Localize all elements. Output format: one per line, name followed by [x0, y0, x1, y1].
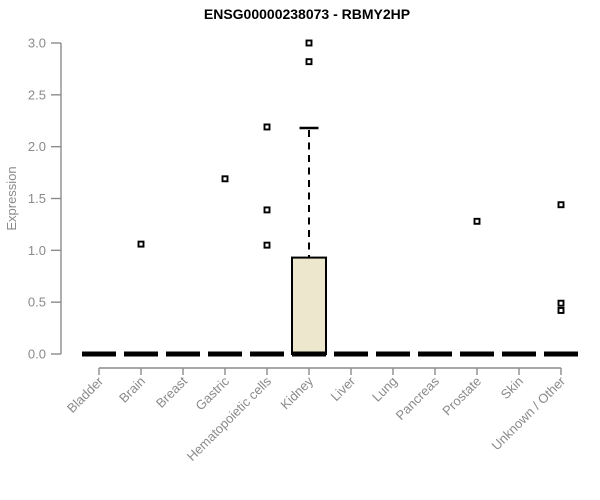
y-axis-tick-label: 0.5 — [28, 295, 46, 310]
outlier-point — [557, 201, 565, 209]
outlier-point — [305, 39, 313, 47]
median-line — [418, 351, 452, 357]
median-line — [460, 351, 494, 357]
outlier-point — [221, 175, 229, 183]
outlier-point — [263, 241, 271, 249]
outlier-point — [263, 206, 271, 214]
y-axis-tick-label: 3.0 — [28, 36, 46, 51]
x-axis-category-label: Prostate — [439, 374, 484, 419]
x-axis-category-label: Brain — [116, 374, 148, 406]
median-line — [124, 351, 158, 357]
x-axis-category-label: Skin — [498, 374, 526, 402]
median-line — [250, 351, 284, 357]
median-line — [502, 351, 536, 357]
outlier-point — [137, 240, 145, 248]
outlier-point — [557, 307, 565, 314]
x-axis-category-label: Gastric — [192, 373, 232, 413]
y-axis-tick-label: 1.5 — [28, 191, 46, 206]
x-axis-category-label: Lung — [369, 374, 400, 405]
x-axis-category-label: Liver — [328, 373, 359, 404]
y-axis-tick-label: 0.0 — [28, 347, 46, 362]
outlier-point — [263, 123, 271, 131]
box-body — [291, 256, 327, 355]
median-line — [292, 351, 326, 357]
x-axis-category-label: Unknown / Other — [489, 373, 569, 453]
y-axis-tick-label: 2.0 — [28, 139, 46, 154]
y-axis-title: Expression — [4, 166, 19, 230]
x-axis-category-label: Pancreas — [393, 373, 443, 423]
median-line — [334, 351, 368, 357]
outlier-point — [473, 217, 481, 225]
y-axis-tick-label: 2.5 — [28, 87, 46, 102]
x-axis-category-label: Kidney — [277, 373, 316, 412]
median-line — [544, 351, 578, 357]
x-axis-category-label: Bladder — [64, 373, 107, 416]
median-line — [376, 351, 410, 357]
y-axis-tick-label: 1.0 — [28, 243, 46, 258]
outlier-point — [557, 299, 565, 307]
outlier-point — [305, 58, 313, 66]
chart-title: ENSG00000238073 - RBMY2HP — [203, 6, 411, 22]
median-line — [208, 351, 242, 357]
median-line — [166, 351, 200, 357]
x-axis-category-label: Breast — [153, 373, 190, 410]
median-line — [82, 351, 116, 357]
